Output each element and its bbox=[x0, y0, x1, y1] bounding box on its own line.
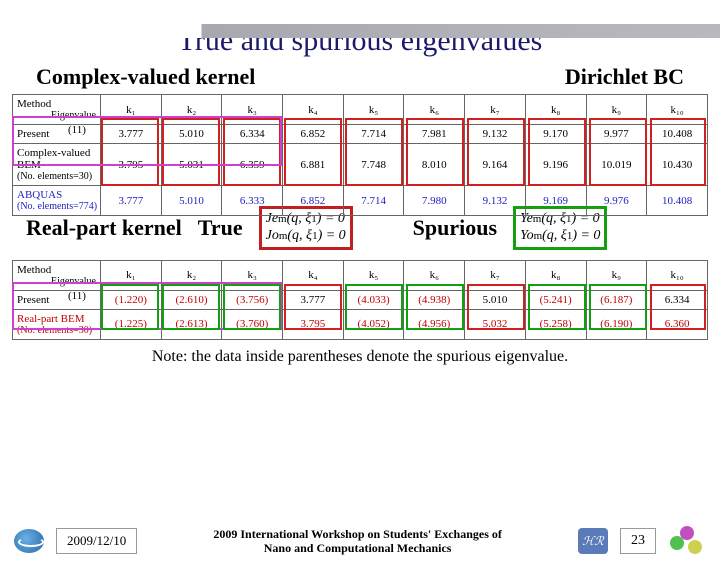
spheres-logo-icon bbox=[668, 526, 706, 556]
annotation-11-b: (11) bbox=[68, 290, 86, 302]
t1-col: k₅ bbox=[343, 95, 404, 125]
t2-row-rbem: Real-part BEM(No. elements=30) (1.225)(2… bbox=[13, 309, 708, 339]
t2-col: k₇ bbox=[465, 260, 526, 290]
t1-col: k₃ bbox=[222, 95, 283, 125]
t2-col: k₂ bbox=[161, 260, 222, 290]
annotation-11-a: (11) bbox=[68, 124, 86, 136]
t1-row-present: Present 3.7775.0106.3346.8527.7147.9819.… bbox=[13, 125, 708, 144]
t2-col: k₉ bbox=[586, 260, 647, 290]
t1-col: k₆ bbox=[404, 95, 465, 125]
t1-col: k₇ bbox=[465, 95, 526, 125]
wave-logo-icon bbox=[14, 529, 44, 553]
t1-head-method: Method Eigenvalue bbox=[13, 95, 101, 125]
t2-col: k₆ bbox=[404, 260, 465, 290]
t1-row-cbem: Complex-valued BEM(No. elements=30) 3.79… bbox=[13, 144, 708, 186]
subhead-complex: Complex-valued kernel bbox=[36, 64, 255, 90]
t2-head-method: Method Eigenvalue bbox=[13, 260, 101, 290]
t1-col: k₁ bbox=[101, 95, 162, 125]
t2-row-present: Present (1.220)(2.610)(3.756)3.777(4.033… bbox=[13, 290, 708, 309]
true-label: True bbox=[198, 215, 243, 241]
table2: Method Eigenvalue k₁ k₂ k₃ k₄ k₅ k₆ k₇ k… bbox=[12, 260, 708, 340]
spurious-label: Spurious bbox=[413, 215, 497, 241]
t2-col: k₁₀ bbox=[647, 260, 708, 290]
t1-col: k₈ bbox=[525, 95, 586, 125]
table2-wrap: Method Eigenvalue k₁ k₂ k₃ k₄ k₅ k₆ k₇ k… bbox=[12, 260, 708, 338]
subhead-dirichlet: Dirichlet BC bbox=[565, 64, 684, 90]
t1-col: k₂ bbox=[161, 95, 222, 125]
t2-col: k₄ bbox=[283, 260, 344, 290]
t2-col: k₈ bbox=[525, 260, 586, 290]
date-box: 2009/12/10 bbox=[56, 528, 137, 554]
real-part-label: Real-part kernel bbox=[26, 215, 182, 241]
top-gradient-bar bbox=[0, 24, 720, 38]
table1-wrap: Method Eigenvalue k₁ k₂ k₃ k₄ k₅ k₆ k₇ k… bbox=[12, 94, 708, 192]
t2-col: k₁ bbox=[101, 260, 162, 290]
subheadings: Complex-valued kernel Dirichlet BC bbox=[0, 64, 720, 90]
slide-number: 23 bbox=[620, 528, 656, 554]
footer: 2009/12/10 2009 International Workshop o… bbox=[0, 526, 720, 556]
t1-col: k₁₀ bbox=[647, 95, 708, 125]
t1-row-abq: ABQUAS(No. elements=774) 3.7775.0106.333… bbox=[13, 186, 708, 216]
note-text: Note: the data inside parentheses denote… bbox=[0, 348, 720, 366]
t2-col: k₃ bbox=[222, 260, 283, 290]
conference-title: 2009 International Workshop on Students'… bbox=[149, 527, 566, 556]
t1-col: k₄ bbox=[283, 95, 344, 125]
t1-col: k₉ bbox=[586, 95, 647, 125]
hr-logo-icon: ℋℛ bbox=[578, 528, 608, 554]
table1: Method Eigenvalue k₁ k₂ k₃ k₄ k₅ k₆ k₇ k… bbox=[12, 94, 708, 216]
t2-col: k₅ bbox=[343, 260, 404, 290]
